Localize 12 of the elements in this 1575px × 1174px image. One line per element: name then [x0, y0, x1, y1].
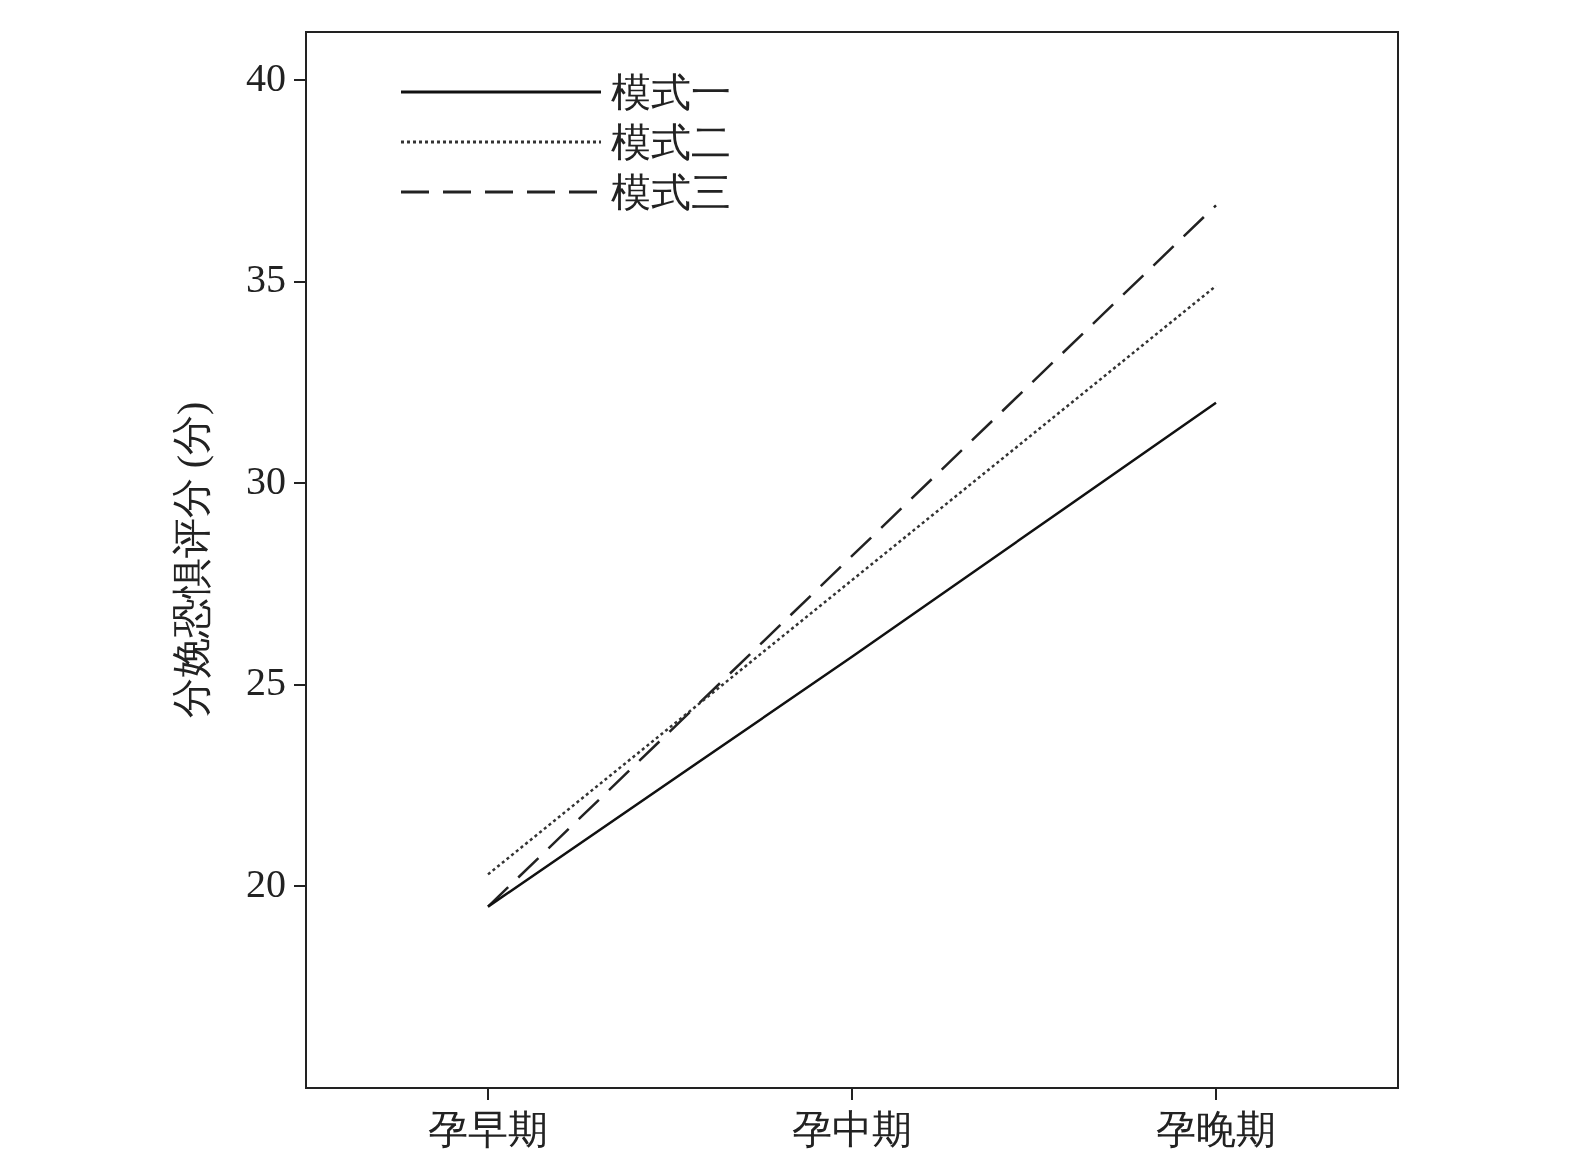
y-tick-label: 40: [246, 54, 286, 100]
x-tick-label: 孕早期: [428, 1106, 548, 1152]
legend-label: 模式三: [611, 168, 731, 217]
y-tick-label: 35: [246, 256, 286, 302]
x-tick-label: 孕中期: [792, 1106, 912, 1152]
y-axis-title: 分娩恐惧评分 (分): [168, 401, 214, 719]
y-tick-label: 30: [246, 457, 286, 503]
legend-label: 模式二: [611, 118, 731, 167]
x-tick-label: 孕晚期: [1156, 1106, 1276, 1152]
y-tick-label: 20: [246, 860, 286, 906]
y-tick-label: 25: [246, 659, 286, 705]
legend-label: 模式一: [611, 68, 731, 117]
